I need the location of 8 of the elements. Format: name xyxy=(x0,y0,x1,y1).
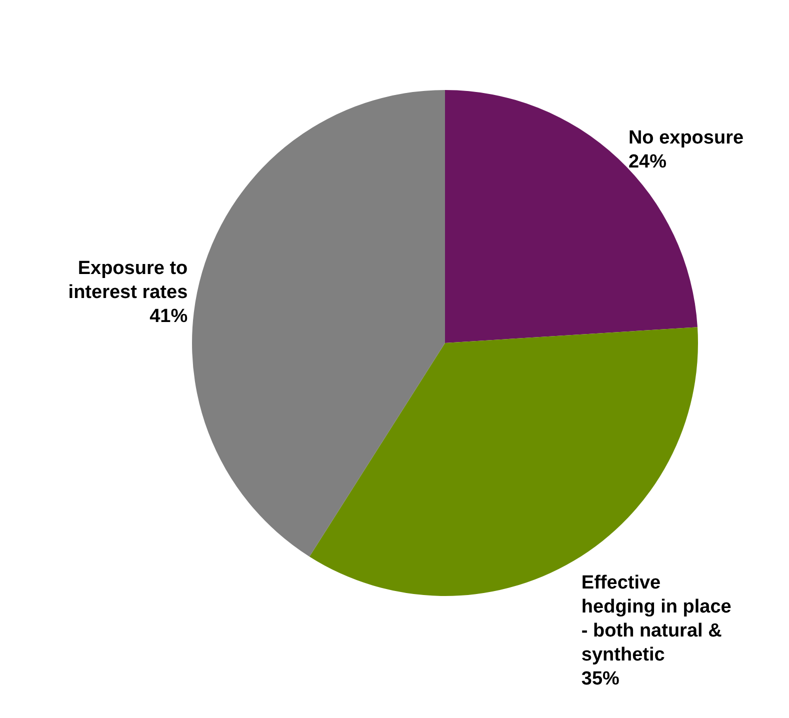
data-label: 24% xyxy=(628,152,667,173)
pie-slice xyxy=(309,327,698,596)
slice-label: No exposure xyxy=(628,128,744,149)
data-label: 35% xyxy=(581,668,620,690)
slice-label: Effective hedging in place - both natural & synthetic xyxy=(581,572,732,666)
data-label: 41% xyxy=(150,306,188,328)
pie-slice xyxy=(192,90,445,557)
slice-label: Exposure to interest rates xyxy=(68,258,188,304)
